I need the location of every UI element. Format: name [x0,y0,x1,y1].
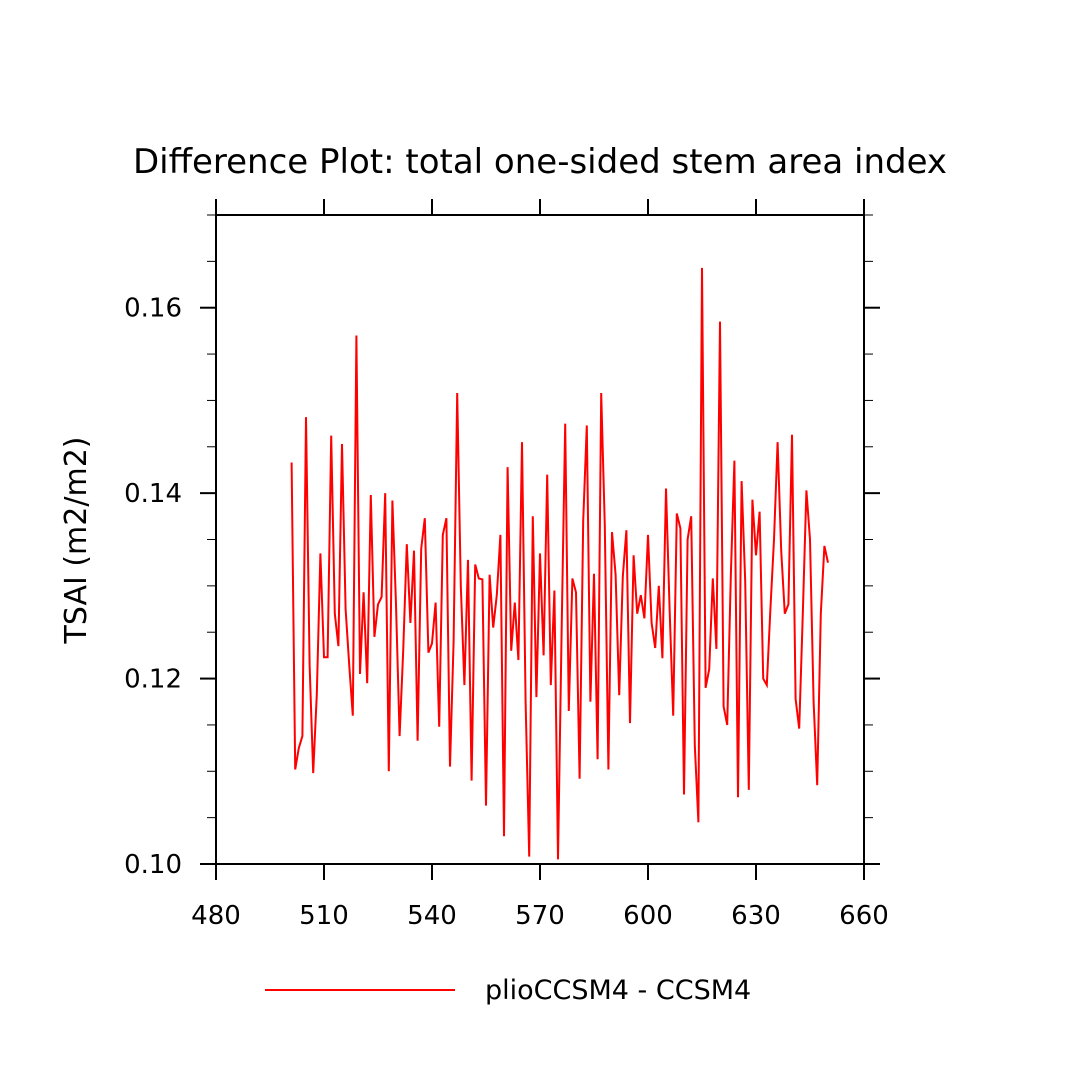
y-tick-label: 0.16 [124,294,182,324]
x-tick-label: 570 [515,901,565,931]
x-tick-label: 660 [839,901,889,931]
y-tick-label: 0.14 [124,479,182,509]
y-tick-label: 0.10 [124,850,182,880]
x-tick-label: 630 [731,901,781,931]
chart-title: Difference Plot: total one-sided stem ar… [133,142,947,182]
series-line [290,267,829,860]
y-tick-label: 0.12 [124,665,182,695]
plot-frame [215,214,865,865]
legend-label: plioCCSM4 - CCSM4 [485,975,751,1006]
x-tick-label: 600 [623,901,673,931]
ticks [200,199,880,880]
x-tick-label: 480 [191,901,241,931]
y-axis-label: TSAI (m2/m2) [59,437,94,645]
series-layer [290,267,829,860]
x-tick-label: 510 [299,901,349,931]
tick-labels: 480 510 540 570 600 630 660 0.10 0.12 0.14 0.16 [124,294,889,931]
x-tick-label: 540 [407,901,457,931]
legend: plioCCSM4 - CCSM4 [265,975,751,1006]
